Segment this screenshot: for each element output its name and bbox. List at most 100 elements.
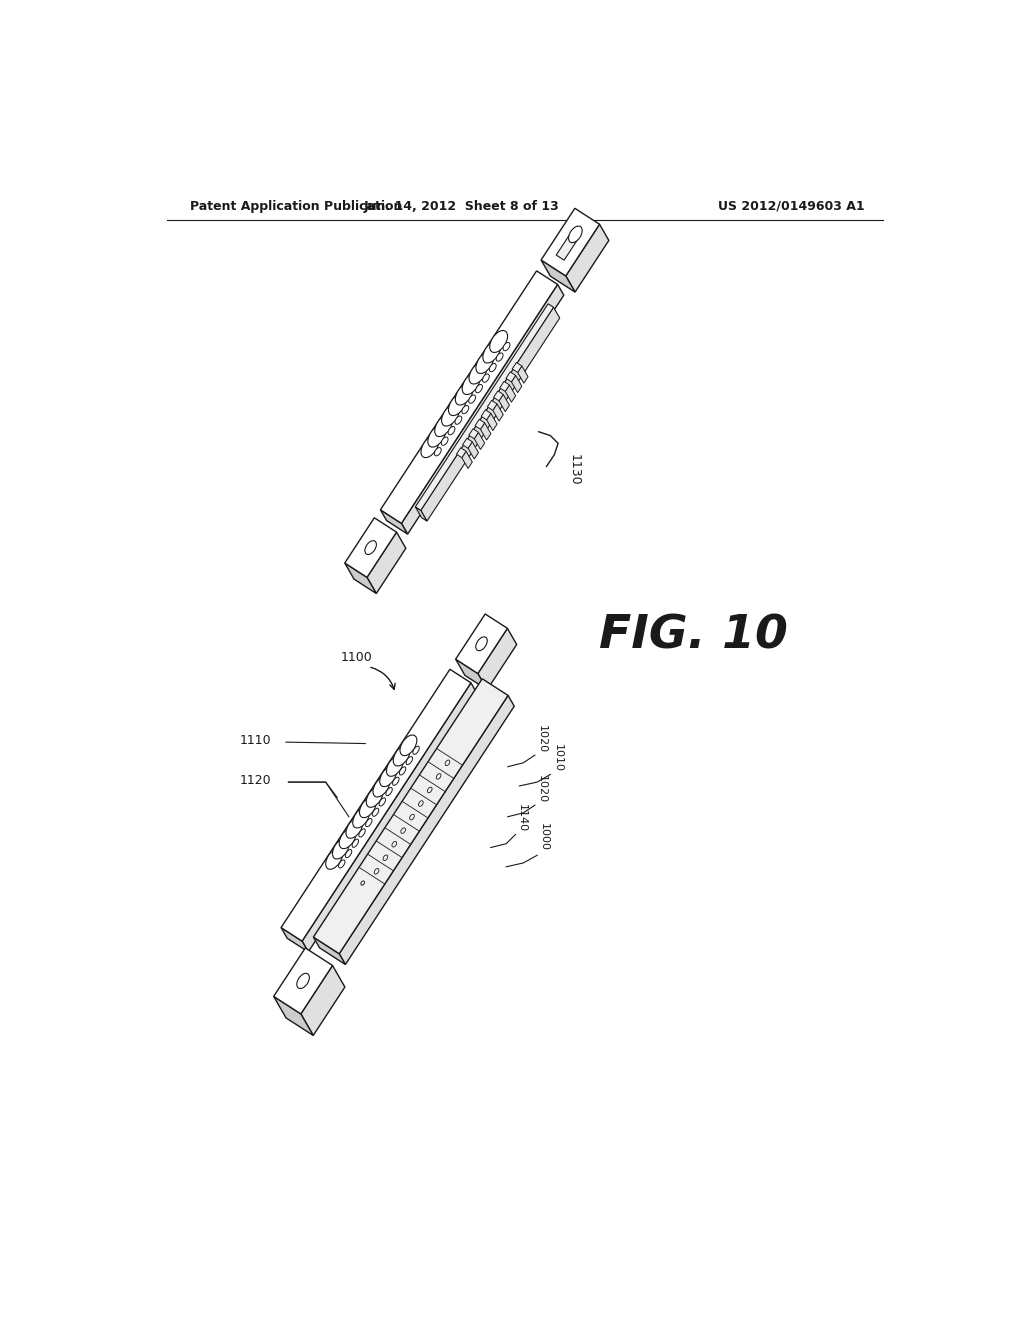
Ellipse shape (392, 777, 399, 785)
Polygon shape (500, 381, 510, 391)
Polygon shape (345, 564, 376, 594)
Polygon shape (493, 404, 503, 421)
Ellipse shape (366, 818, 372, 826)
Ellipse shape (367, 787, 383, 808)
Polygon shape (313, 937, 345, 965)
Polygon shape (281, 928, 308, 952)
Ellipse shape (359, 797, 376, 817)
Ellipse shape (469, 362, 487, 384)
Ellipse shape (380, 766, 396, 787)
Polygon shape (505, 385, 516, 403)
Polygon shape (345, 517, 396, 577)
Ellipse shape (392, 841, 396, 847)
Ellipse shape (399, 767, 406, 775)
Ellipse shape (386, 788, 392, 796)
Ellipse shape (413, 746, 419, 754)
Polygon shape (556, 235, 578, 260)
Ellipse shape (445, 760, 450, 766)
Ellipse shape (297, 973, 309, 989)
Polygon shape (273, 997, 313, 1035)
Polygon shape (462, 451, 472, 469)
Polygon shape (487, 400, 497, 411)
Polygon shape (480, 422, 490, 440)
Polygon shape (478, 628, 517, 689)
Ellipse shape (410, 814, 415, 820)
Ellipse shape (428, 425, 445, 447)
Ellipse shape (360, 880, 365, 886)
Polygon shape (541, 260, 575, 292)
Ellipse shape (386, 755, 403, 776)
Text: Patent Application Publication: Patent Application Publication (190, 199, 402, 213)
Ellipse shape (352, 840, 358, 847)
Text: 1140: 1140 (517, 804, 527, 832)
Ellipse shape (456, 383, 473, 405)
Ellipse shape (339, 859, 345, 869)
Text: 1000: 1000 (539, 824, 549, 851)
Ellipse shape (476, 351, 494, 374)
Ellipse shape (393, 746, 410, 766)
Ellipse shape (462, 372, 480, 395)
Ellipse shape (333, 838, 349, 859)
Text: 1100: 1100 (341, 651, 373, 664)
Ellipse shape (374, 869, 379, 874)
Ellipse shape (469, 395, 475, 404)
Ellipse shape (352, 808, 370, 828)
Text: 1010: 1010 (553, 744, 563, 772)
Polygon shape (380, 510, 408, 535)
Ellipse shape (346, 817, 362, 838)
Text: Jun. 14, 2012  Sheet 8 of 13: Jun. 14, 2012 Sheet 8 of 13 (364, 199, 559, 213)
Polygon shape (494, 391, 503, 401)
Polygon shape (506, 372, 516, 381)
Polygon shape (457, 447, 466, 458)
Polygon shape (463, 438, 472, 449)
Polygon shape (474, 433, 484, 450)
Polygon shape (456, 614, 508, 673)
Ellipse shape (483, 341, 501, 363)
Ellipse shape (434, 447, 441, 455)
Ellipse shape (489, 330, 508, 352)
Polygon shape (302, 682, 477, 952)
Ellipse shape (379, 797, 385, 807)
Polygon shape (486, 413, 497, 430)
Text: 1020: 1020 (537, 725, 547, 752)
Ellipse shape (365, 541, 377, 554)
Ellipse shape (339, 828, 356, 849)
Polygon shape (469, 429, 478, 438)
Text: 1130: 1130 (567, 454, 581, 486)
Ellipse shape (503, 342, 510, 351)
Polygon shape (456, 659, 487, 689)
Polygon shape (401, 284, 564, 535)
Polygon shape (499, 395, 510, 412)
Ellipse shape (400, 828, 406, 833)
Ellipse shape (421, 436, 439, 458)
Polygon shape (511, 375, 522, 392)
Polygon shape (468, 442, 478, 459)
Ellipse shape (400, 735, 417, 755)
Polygon shape (512, 363, 522, 372)
Ellipse shape (358, 829, 366, 837)
Ellipse shape (449, 393, 466, 416)
Polygon shape (313, 678, 508, 954)
Text: 1110: 1110 (240, 734, 271, 747)
Ellipse shape (373, 776, 390, 797)
Ellipse shape (475, 384, 482, 393)
Text: 1120: 1120 (240, 774, 271, 787)
Polygon shape (416, 507, 427, 521)
Ellipse shape (436, 774, 441, 779)
Ellipse shape (435, 414, 453, 437)
Ellipse shape (568, 226, 583, 243)
Ellipse shape (326, 849, 343, 870)
Text: FIG. 10: FIG. 10 (599, 614, 788, 659)
Polygon shape (541, 209, 599, 276)
Text: 1020: 1020 (537, 775, 547, 803)
Ellipse shape (476, 636, 487, 651)
Polygon shape (339, 696, 514, 965)
Ellipse shape (427, 787, 432, 793)
Text: US 2012/0149603 A1: US 2012/0149603 A1 (718, 199, 864, 213)
Ellipse shape (407, 756, 413, 764)
Ellipse shape (383, 855, 388, 861)
Ellipse shape (441, 437, 449, 445)
Polygon shape (421, 308, 560, 521)
Polygon shape (475, 420, 484, 429)
Ellipse shape (489, 363, 497, 372)
